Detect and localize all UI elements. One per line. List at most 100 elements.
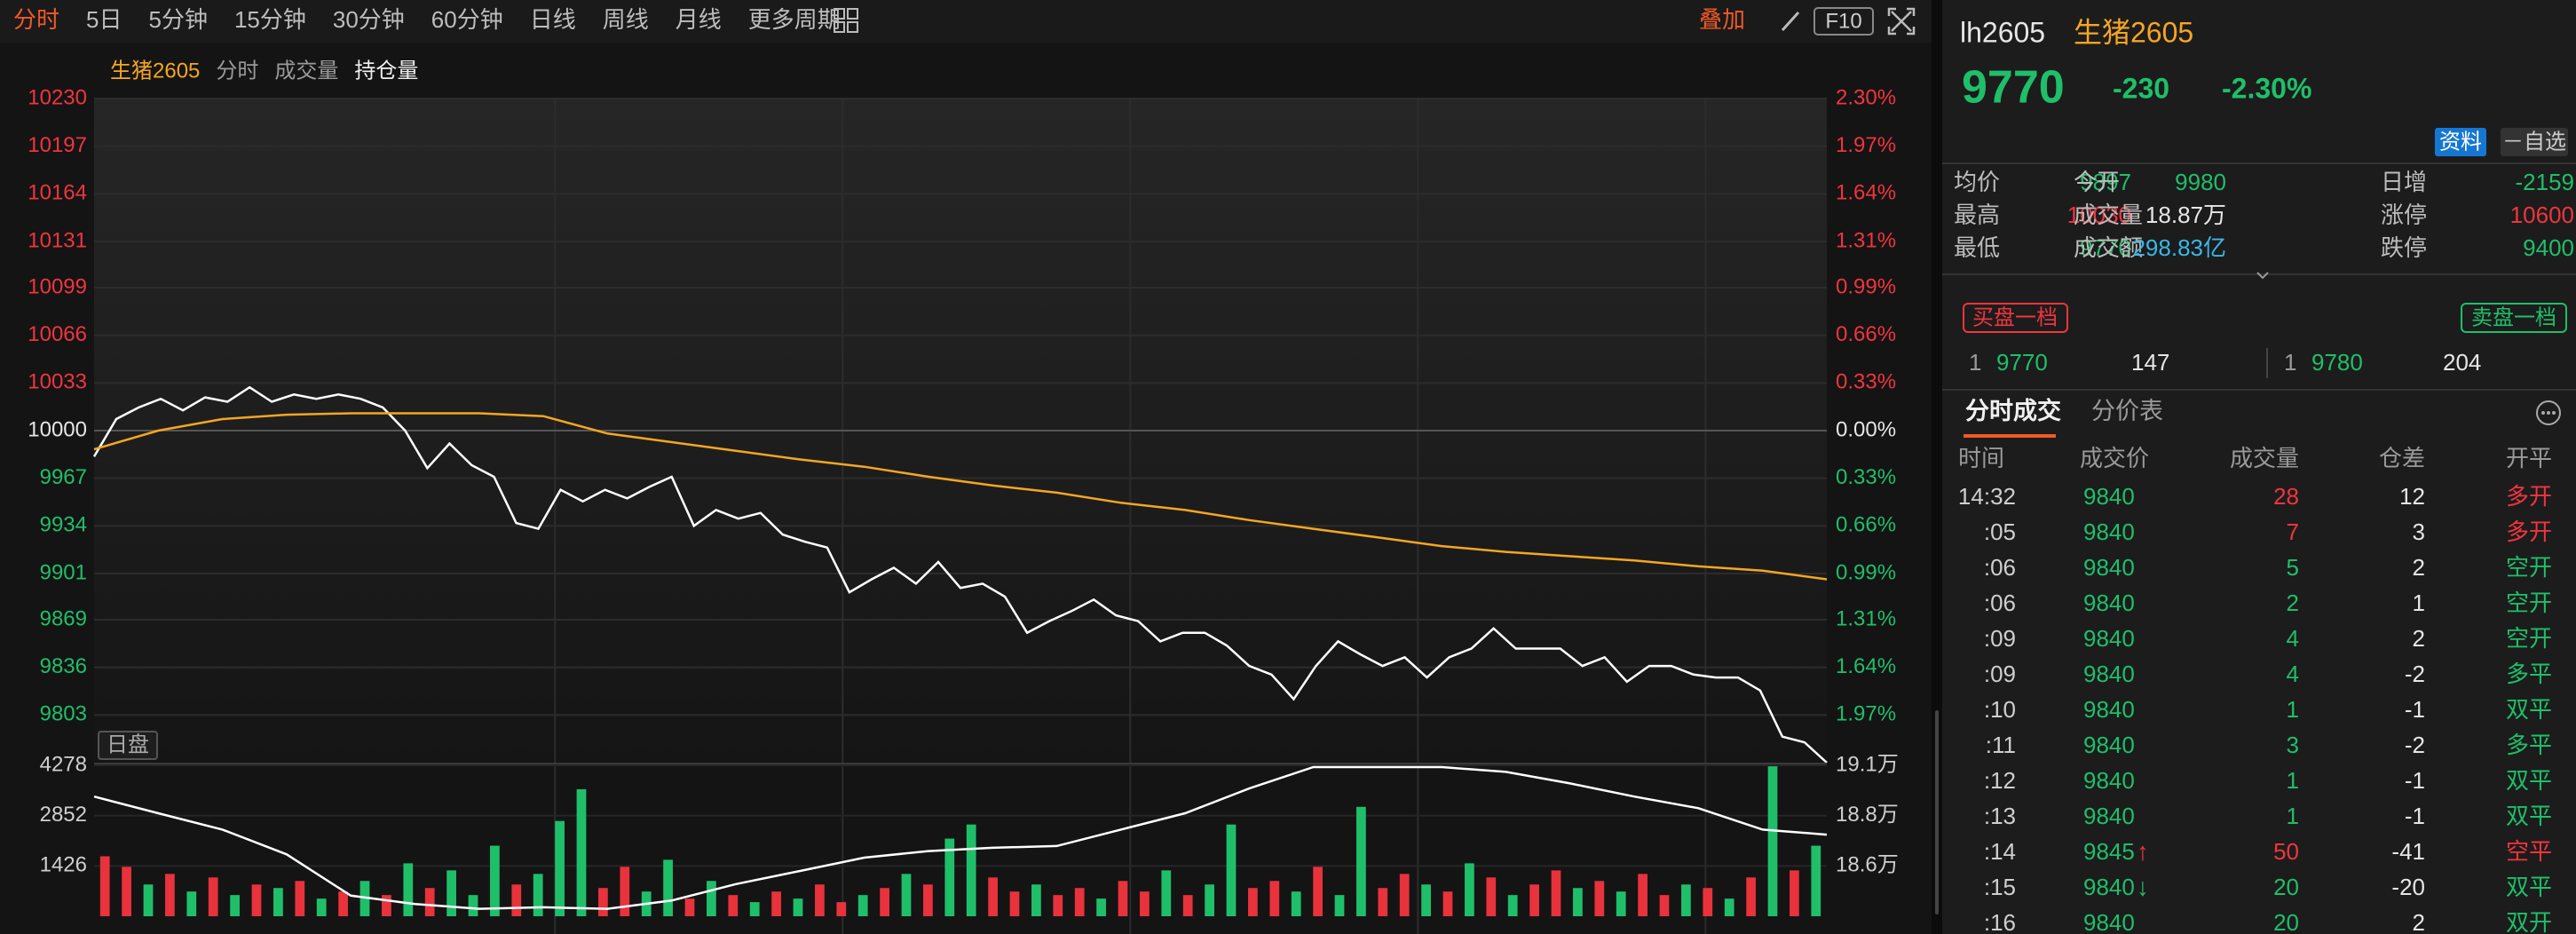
stat-label: 涨停 <box>2381 202 2427 228</box>
brush-icon[interactable] <box>1781 11 1800 32</box>
volume-bar <box>576 788 587 916</box>
period-tab[interactable]: 更多周期 <box>748 6 841 33</box>
legend-item[interactable]: 持仓量 <box>354 59 418 83</box>
volume-bar <box>1096 898 1106 916</box>
period-tab[interactable]: 日线 <box>530 6 576 33</box>
volume-bar <box>1248 888 1258 916</box>
period-tab[interactable]: 分时 <box>13 6 59 33</box>
trade-time: :13 <box>1984 803 2016 829</box>
trade-price: 9840 <box>2083 483 2135 510</box>
scroll-thumb[interactable] <box>1935 710 1939 914</box>
trade-volume: 1 <box>2287 696 2299 723</box>
info-button[interactable]: 资料 <box>2439 130 2482 154</box>
info-button-bg[interactable] <box>2435 128 2486 156</box>
trade-open-close: 空平 <box>2506 838 2552 865</box>
period-tab[interactable]: 30分钟 <box>333 6 405 33</box>
volume-bar <box>1074 888 1085 916</box>
trade-price: 9840 <box>2083 625 2135 652</box>
volume-bar <box>1182 895 1193 916</box>
trade-price: 9840 <box>2083 803 2135 829</box>
volume-bar <box>1573 888 1583 916</box>
trade-volume: 4 <box>2287 661 2299 687</box>
volume-bar <box>251 884 262 916</box>
column-header: 开平 <box>2506 445 2552 471</box>
stat-label: 均价 <box>1954 169 2000 195</box>
column-header: 成交量 <box>2230 445 2299 471</box>
y2-tick-label: 2.30% <box>1836 85 1896 109</box>
toolbar <box>0 0 1932 43</box>
stat-label: 跌停 <box>2381 234 2427 261</box>
period-tab[interactable]: 5日 <box>86 6 122 33</box>
contract-name: 生猪2605 <box>2074 16 2193 48</box>
watchlist-button-bg[interactable] <box>2501 128 2568 156</box>
collapse-icon[interactable] <box>2256 272 2269 280</box>
trade-volume: 7 <box>2287 518 2299 545</box>
y-tick-label: 10230 <box>28 85 87 109</box>
stat-label: 日增 <box>2381 169 2427 195</box>
volume-bar <box>1118 881 1128 916</box>
y-tick-label: 10099 <box>28 274 87 298</box>
trade-time: :11 <box>1986 732 2016 758</box>
trade-price: 9840 <box>2083 518 2135 545</box>
expand-icon[interactable] <box>1887 7 1916 36</box>
trade-volume: 3 <box>2287 732 2299 758</box>
price-line <box>92 385 1828 764</box>
stat-label: 最高 <box>1954 202 2000 228</box>
contract-code: lh2605 <box>1960 16 2045 48</box>
tab-active[interactable]: 分时成交 <box>1965 397 2061 424</box>
period-tab[interactable]: 周线 <box>603 6 649 33</box>
y-tick-label: 1426 <box>40 853 87 877</box>
period-tab[interactable]: 5分钟 <box>148 6 207 33</box>
layout-icon[interactable] <box>834 8 858 33</box>
volume-bar <box>1356 806 1366 916</box>
trade-price: 9840 <box>2083 732 2135 758</box>
trade-oi-change: -1 <box>2405 767 2425 794</box>
trade-arrow: ↑ <box>2137 837 2149 865</box>
volume-bar <box>793 898 803 916</box>
legend-item[interactable]: 分时 <box>216 59 258 83</box>
overlay-button[interactable]: 叠加 <box>1699 6 1745 33</box>
volume-bar <box>1205 884 1214 916</box>
trade-price: 9840 <box>2083 590 2135 616</box>
volume-bar <box>424 888 435 916</box>
volume-bar <box>468 895 478 916</box>
trade-price: 9840 <box>2083 554 2135 581</box>
volume-bar <box>1638 874 1648 916</box>
trade-time: 14:32 <box>1958 483 2016 510</box>
f10-button[interactable]: F10 <box>1825 9 1861 33</box>
period-tab[interactable]: 60分钟 <box>431 6 503 33</box>
volume-bar <box>295 881 305 916</box>
trade-price: 9840 <box>2083 909 2135 934</box>
volume-bar <box>901 874 912 916</box>
f10-box[interactable] <box>1813 7 1874 36</box>
volume-bar <box>1746 877 1756 916</box>
book-cell: 1 <box>1969 349 1981 376</box>
period-tab[interactable]: 月线 <box>676 6 722 33</box>
trade-time: :09 <box>1984 625 2016 652</box>
y-tick-label: 10164 <box>28 181 87 205</box>
book-cell: 204 <box>2443 349 2481 376</box>
y2-tick-label: 0.00% <box>1836 417 1896 441</box>
volume-bar <box>1594 881 1605 916</box>
tab[interactable]: 分价表 <box>2091 398 2163 424</box>
trade-open-close: 空开 <box>2506 554 2552 581</box>
legend-item[interactable]: 成交量 <box>274 59 338 83</box>
period-tab[interactable]: 15分钟 <box>234 6 306 33</box>
volume-bar <box>663 859 673 916</box>
trade-time: :09 <box>1984 661 2016 687</box>
column-header: 仓差 <box>2379 445 2425 471</box>
more-icon[interactable] <box>2536 400 2561 425</box>
buy-box <box>1963 303 2068 333</box>
y2-tick-label: 0.33% <box>1836 370 1896 394</box>
trade-volume: 50 <box>2273 838 2299 865</box>
watchlist-button[interactable]: －自选 <box>2502 130 2566 154</box>
stat-label: 今开 <box>2074 169 2120 195</box>
legend-item[interactable]: 生猪2605 <box>110 59 200 83</box>
trade-oi-change: 2 <box>2413 625 2425 652</box>
trade-open-close: 多平 <box>2506 732 2552 758</box>
stat-label: 最低 <box>1954 234 2000 261</box>
volume-bar <box>533 874 543 916</box>
y-tick-label: 9967 <box>40 465 87 489</box>
